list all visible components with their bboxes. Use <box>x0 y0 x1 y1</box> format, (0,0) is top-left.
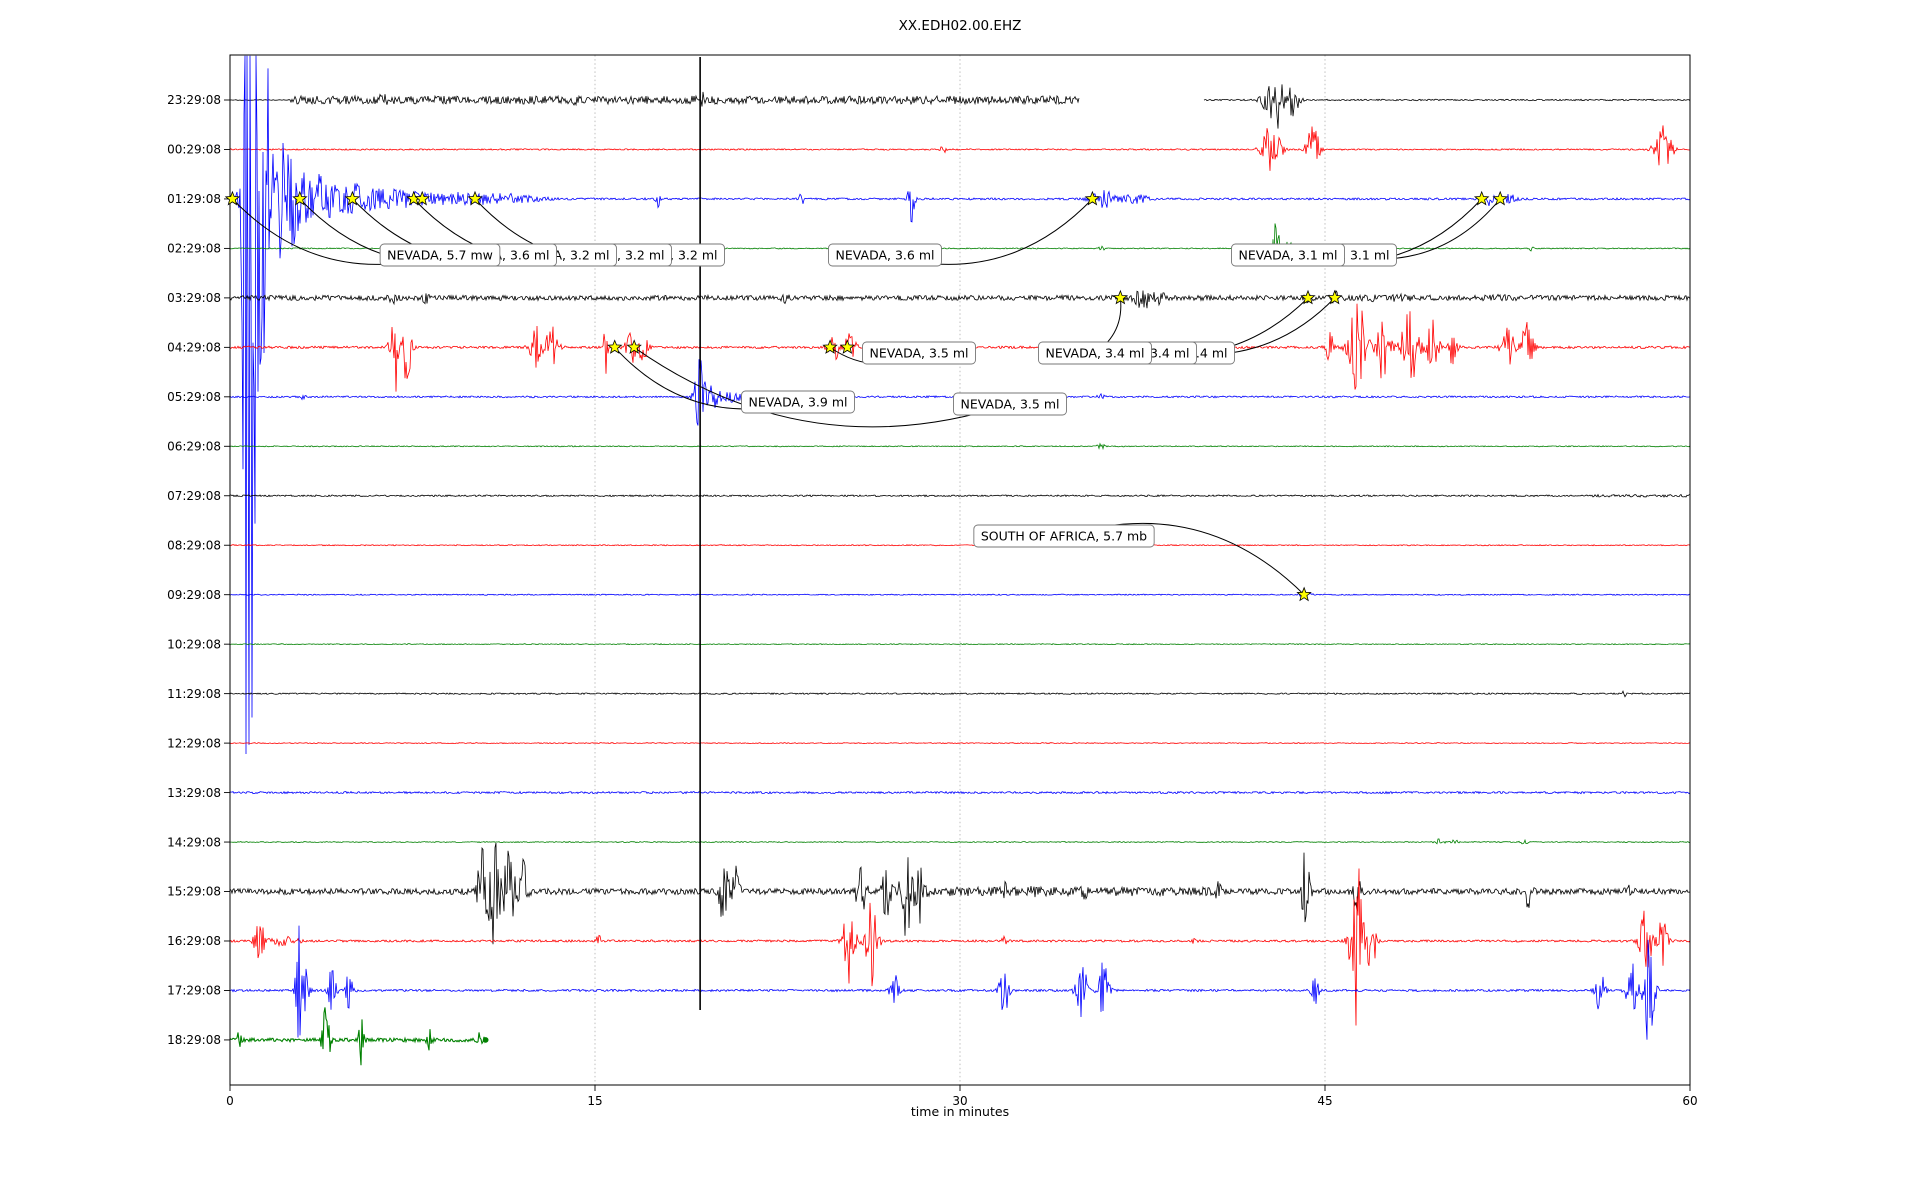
annotation-connector <box>633 346 1011 428</box>
event-annotation: NEVADA, 3.1 ml <box>1231 243 1345 267</box>
trace-row-12 <box>230 690 1690 698</box>
y-tick-label-6: 05:29:08 <box>167 390 221 404</box>
y-tick-label-0: 23:29:08 <box>167 93 221 107</box>
trace-row-9 <box>230 544 1690 547</box>
event-annotation: NEVADA, 5.7 mw <box>379 243 501 267</box>
event-star-marker <box>839 339 856 354</box>
y-tick-label-10: 09:29:08 <box>167 588 221 602</box>
trace-row-11 <box>230 643 1690 646</box>
x-tick-label-60: 60 <box>1682 1094 1697 1108</box>
y-tick-label-11: 10:29:08 <box>167 637 221 651</box>
plot-title: XX.EDH02.00.EHZ <box>898 18 1022 34</box>
y-tick-label-13: 12:29:08 <box>167 736 221 750</box>
y-tick-label-7: 06:29:08 <box>167 439 221 453</box>
trace-row-4 <box>230 289 1690 309</box>
trace-row-10 <box>230 592 1690 598</box>
event-star-marker <box>1300 289 1316 305</box>
event-star-marker <box>1296 586 1312 602</box>
x-axis: 0 15 30 45 60 <box>226 1085 1698 1108</box>
annotation-box <box>1231 243 1345 267</box>
event-star-marker <box>344 190 361 206</box>
trace-row-1 <box>230 125 1690 171</box>
trace-row-7 <box>230 442 1690 451</box>
x-tick-label-0: 0 <box>226 1094 234 1108</box>
x-tick-label-15: 15 <box>587 1094 602 1108</box>
y-axis: 23:29:08 00:29:08 01:29:08 02:29:08 03:29:08… <box>167 93 230 1047</box>
x-tick-label-45: 45 <box>1317 1094 1332 1108</box>
x-axis-title: time in minutes <box>910 1104 1010 1119</box>
annotation-box <box>379 243 501 267</box>
event-star-marker <box>607 339 623 354</box>
event-star-marker <box>1084 190 1101 206</box>
grid-layer <box>594 55 1326 1085</box>
y-tick-label-1: 00:29:08 <box>167 143 221 157</box>
annotation-box <box>741 390 855 414</box>
event-star-marker <box>1327 289 1343 305</box>
y-tick-label-15: 14:29:08 <box>167 835 221 849</box>
trace-row-0 <box>230 91 1080 107</box>
event-annotation: NEVADA, 3.6 ml <box>828 243 942 267</box>
y-tick-label-2: 01:29:08 <box>167 192 221 206</box>
annotation-label: NEVADA, 3.6 ml <box>836 248 935 263</box>
trace-row-14 <box>230 790 1690 795</box>
annotation-box <box>973 524 1155 548</box>
annotation-box <box>828 243 942 267</box>
trace-row-17 <box>230 868 1690 1026</box>
event-star-marker <box>467 190 483 206</box>
annotation-label: NEVADA, 3.9 ml <box>749 395 848 410</box>
annotation-label: NEVADA, 3.4 ml <box>1046 346 1145 361</box>
annotation-label: SOUTH OF AFRICA, 5.7 mb <box>981 529 1147 544</box>
y-tick-label-9: 08:29:08 <box>167 538 221 552</box>
x-tick-label-30: 30 <box>952 1094 967 1108</box>
event-star-marker <box>822 339 838 354</box>
annotation-label: NEVADA, 5.7 mw <box>387 248 493 263</box>
y-tick-label-19: 18:29:08 <box>167 1033 221 1047</box>
star-layer <box>224 190 1508 602</box>
y-tick-label-17: 16:29:08 <box>167 934 221 948</box>
trace-row-19 <box>230 1007 487 1066</box>
trace-end-dot <box>482 1037 489 1043</box>
event-star-marker <box>414 190 430 206</box>
annotation-label: NEVADA, 3.1 ml <box>1239 248 1338 263</box>
event-annotation: NEVADA, 3.9 ml <box>741 390 855 414</box>
y-tick-label-8: 07:29:08 <box>167 489 221 503</box>
trace-row-15 <box>230 838 1690 845</box>
annotation-label: NEVADA, 3.5 ml <box>961 397 1060 412</box>
annotation-label: NEVADA, 3.5 ml <box>870 346 969 361</box>
event-annotation: NEVADA, 3.5 ml <box>953 392 1067 416</box>
event-annotation: NEVADA, 3.5 ml <box>862 341 976 365</box>
annotation-box <box>1038 341 1152 365</box>
trace-row-0 <box>1203 84 1690 129</box>
trace-row-8 <box>230 493 1690 498</box>
event-star-marker <box>224 190 241 206</box>
y-tick-label-3: 02:29:08 <box>167 242 221 256</box>
trace-row-13 <box>230 742 1690 745</box>
y-tick-label-18: 17:29:08 <box>167 984 221 998</box>
trace-row-18 <box>230 925 1690 1040</box>
y-tick-label-12: 11:29:08 <box>167 687 221 701</box>
trace-row-16 <box>230 842 1690 945</box>
event-annotation: SOUTH OF AFRICA, 5.7 mb <box>973 524 1155 548</box>
y-tick-label-4: 03:29:08 <box>167 291 221 305</box>
y-tick-label-16: 15:29:08 <box>167 885 221 899</box>
y-tick-label-14: 13:29:08 <box>167 786 221 800</box>
annotation-box <box>953 392 1067 416</box>
event-star-marker <box>1492 190 1508 206</box>
event-star-marker <box>1112 289 1129 305</box>
y-tick-label-5: 04:29:08 <box>167 341 221 355</box>
event-star-marker <box>1473 190 1490 206</box>
annotation-box <box>862 341 976 365</box>
event-annotation: NEVADA, 3.4 ml <box>1038 341 1152 365</box>
event-star-marker <box>292 190 308 206</box>
event-star-marker <box>626 339 642 354</box>
